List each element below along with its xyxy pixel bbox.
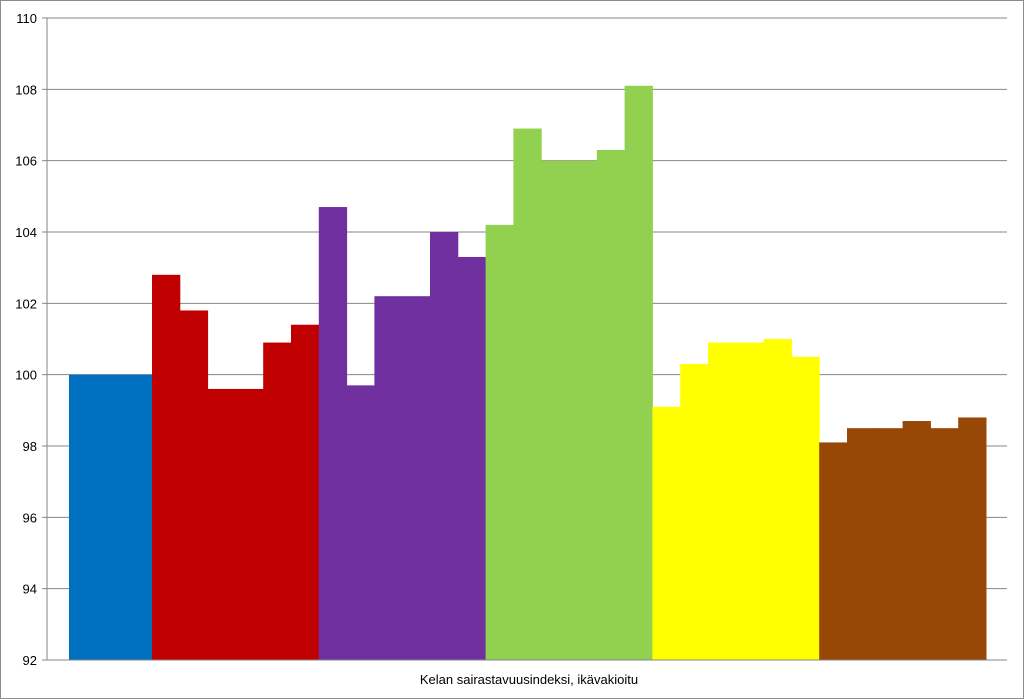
y-tick-label: 98 — [23, 439, 37, 454]
y-tick-label: 96 — [23, 510, 37, 525]
bar-group1-item1 — [69, 374, 153, 660]
bar-group4-item3 — [541, 160, 570, 660]
y-tick-label: 102 — [15, 296, 37, 311]
y-axis-ticks: 92 94 96 98 100 102 104 106 108 110 — [15, 11, 47, 668]
y-tick-label: 108 — [15, 82, 37, 97]
bar-group2-item5 — [263, 342, 292, 660]
bar-group6-item3 — [874, 428, 904, 660]
y-tick-label: 106 — [15, 154, 37, 169]
bar-group4-item1 — [485, 224, 514, 660]
bar-group4-item4 — [569, 160, 598, 660]
bars — [69, 85, 987, 661]
bar-group5-item2 — [680, 363, 709, 660]
bar-group3-item2 — [346, 385, 375, 660]
bar-group4-item6 — [624, 85, 653, 661]
bar-group5-item3 — [708, 342, 737, 660]
bar-group4-item5 — [596, 149, 626, 660]
bar-group3-item1 — [318, 207, 348, 661]
bar-group5-item5 — [763, 339, 792, 660]
x-axis-title: Kelan sairastavuusindeksi, ikävakioitu — [420, 672, 638, 687]
bar-group5-item6 — [791, 356, 820, 660]
bar-group2-item3 — [207, 388, 236, 660]
bar-group5-item4 — [735, 342, 765, 660]
bar-group3-item5 — [430, 232, 459, 660]
bar-group6-item6 — [958, 417, 987, 660]
y-tick-label: 100 — [15, 368, 37, 383]
bar-group3-item3 — [374, 296, 403, 660]
bar-group6-item5 — [930, 428, 959, 660]
bar-group5-item1 — [652, 406, 681, 660]
bar-group6-item1 — [819, 442, 848, 660]
y-tick-label: 110 — [16, 11, 37, 26]
bar-group3-item6 — [457, 256, 487, 660]
bar-group2-item6 — [291, 324, 320, 660]
bar-group6-item4 — [902, 421, 931, 660]
y-tick-label: 92 — [23, 653, 37, 668]
bar-group2-item2 — [179, 310, 209, 660]
bar-group3-item4 — [402, 296, 431, 660]
bar-group2-item4 — [235, 388, 264, 660]
bar-group2-item1 — [152, 274, 181, 660]
y-tick-label: 104 — [15, 225, 37, 240]
bar-group6-item2 — [847, 428, 876, 660]
bar-group4-item2 — [513, 128, 542, 661]
y-tick-label: 94 — [23, 582, 37, 597]
